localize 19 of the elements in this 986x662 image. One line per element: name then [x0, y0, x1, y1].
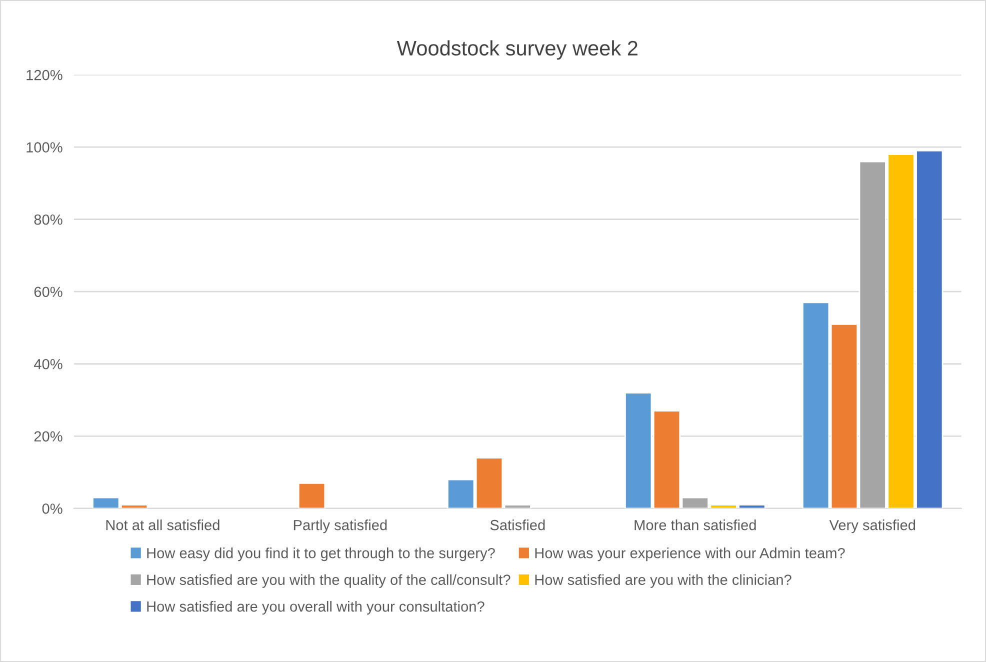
x-tick-label: Not at all satisfied — [106, 520, 220, 530]
y-tick-label: 120% — [26, 70, 62, 80]
x-tick-label: Partly satisfied — [294, 520, 387, 534]
x-tick-label: More than satisfied — [634, 520, 756, 530]
legend-label: How satisfied are you overall with your consultation? — [147, 600, 484, 615]
y-tick-label: 100% — [26, 142, 62, 152]
y-tick-label: 80% — [34, 214, 62, 225]
x-tick-label: Satisfied — [490, 520, 545, 530]
y-tick-label: 40% — [34, 358, 62, 370]
x-tick-label: Very satisfied — [829, 520, 916, 534]
legend-label: How satisfied are you with the quality of the call/consult? — [147, 574, 510, 588]
y-tick-label: 20% — [34, 431, 62, 442]
legend-label: How easy did you find it to get through to the surgery? — [147, 548, 495, 562]
chart-title: Woodstock survey week 2 — [396, 40, 638, 60]
legend-label: How satisfied are you with the clinician? — [535, 574, 792, 588]
bar — [298, 482, 326, 508]
y-tick-label: 60% — [34, 286, 62, 298]
legend-label: How was your experience with our Admin team? — [535, 548, 845, 562]
y-tick-label: 0% — [42, 504, 62, 514]
